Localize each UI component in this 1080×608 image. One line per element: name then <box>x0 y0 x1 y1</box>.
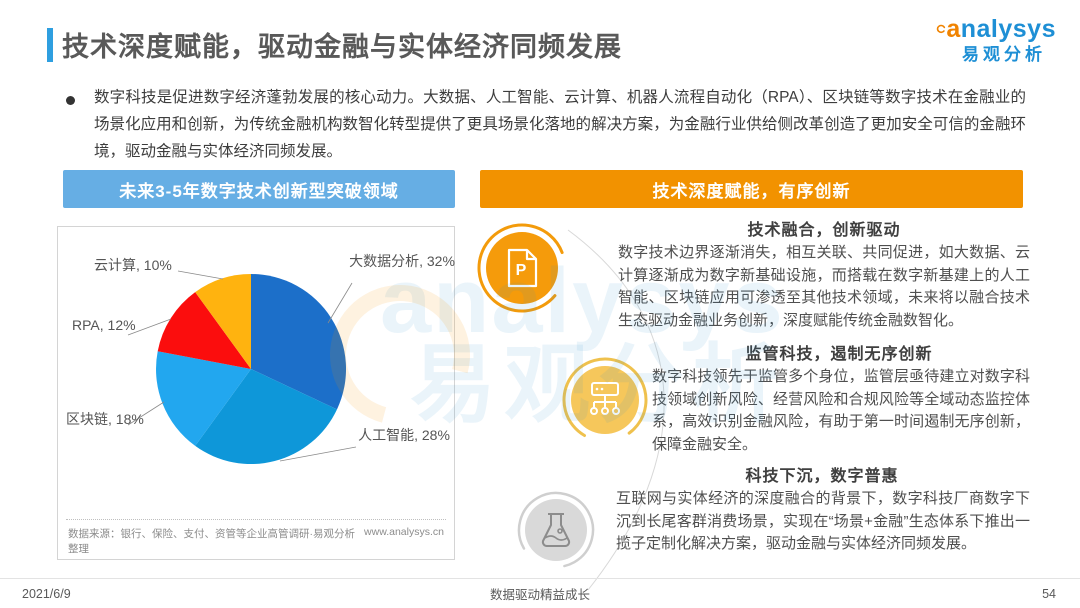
bullet-icon <box>66 96 75 105</box>
flask-icon <box>517 491 595 569</box>
pie-chart-svg <box>127 270 357 465</box>
section-2-title: 监管科技，遏制无序创新 <box>745 346 933 363</box>
footer: 2021/6/9 数据驱动精益成长 54 <box>0 578 1080 608</box>
footer-slogan: 数据驱动精益成长 <box>489 588 590 602</box>
right-section-header: 技术深度赋能，有序创新 <box>480 170 1023 208</box>
pie-chart-panel: 云计算, 10% RPA, 12% 区块链, 18% 大数据分析, 32% 人工… <box>57 226 455 560</box>
pie-label-bigdata: 大数据分析, 32% <box>349 253 455 269</box>
logo-brand-text: nalysys <box>960 14 1056 43</box>
logo-brand-cn: 易观分析 <box>962 45 1046 64</box>
section-1-body: 数字技术边界逐渐消失，相互关联、共同促进，如大数据、云计算逐渐成为数字新基础设施… <box>618 244 1030 329</box>
svg-text:P: P <box>516 262 527 279</box>
document-p-icon: P <box>477 223 567 313</box>
section-1-title: 技术融合，创新驱动 <box>747 222 901 239</box>
data-source-note: 数据来源：银行、保险、支付、资管等企业高管调研·易观分析整理 <box>68 528 355 555</box>
left-section-header-label: 未来3-5年数字技术创新型突破领域 <box>119 181 399 201</box>
website-link[interactable]: www.analysys.cn <box>364 526 444 538</box>
title-accent-bar <box>47 28 53 62</box>
logo-swoosh-icon <box>936 24 946 34</box>
section-3-body: 互联网与实体经济的深度融合的背景下，数字科技厂商数字下沉到长尾客群消费场景，实现… <box>616 490 1030 552</box>
pie-label-cloud: 云计算, 10% <box>94 257 172 273</box>
pie-label-blockchain: 区块链, 18% <box>66 411 144 427</box>
flowchart-icon <box>562 357 648 443</box>
section-3-title: 科技下沉，数字普惠 <box>745 468 899 485</box>
logo-brand-initial: a <box>946 14 961 43</box>
analysys-logo: analysys 易观分析 <box>936 16 1056 63</box>
footer-date: 2021/6/9 <box>22 586 71 601</box>
right-section-header-label: 技术深度赋能，有序创新 <box>652 181 851 201</box>
source-divider <box>66 519 446 520</box>
page-title: 技术深度赋能，驱动金融与实体经济同频发展 <box>62 32 622 62</box>
footer-page-number: 54 <box>1042 586 1056 601</box>
intro-paragraph: 数字科技是促进数字经济蓬勃发展的核心动力。大数据、人工智能、云计算、机器人流程自… <box>94 89 1026 160</box>
left-section-header: 未来3-5年数字技术创新型突破领域 <box>63 170 455 208</box>
pie-label-ai: 人工智能, 28% <box>358 427 450 443</box>
pie-label-rpa: RPA, 12% <box>72 317 136 333</box>
section-connector-curve <box>567 229 665 591</box>
section-2-body: 数字科技领先于监管多个身位，监管层亟待建立对数字科技领域创新风险、经营风险和合规… <box>652 368 1030 453</box>
